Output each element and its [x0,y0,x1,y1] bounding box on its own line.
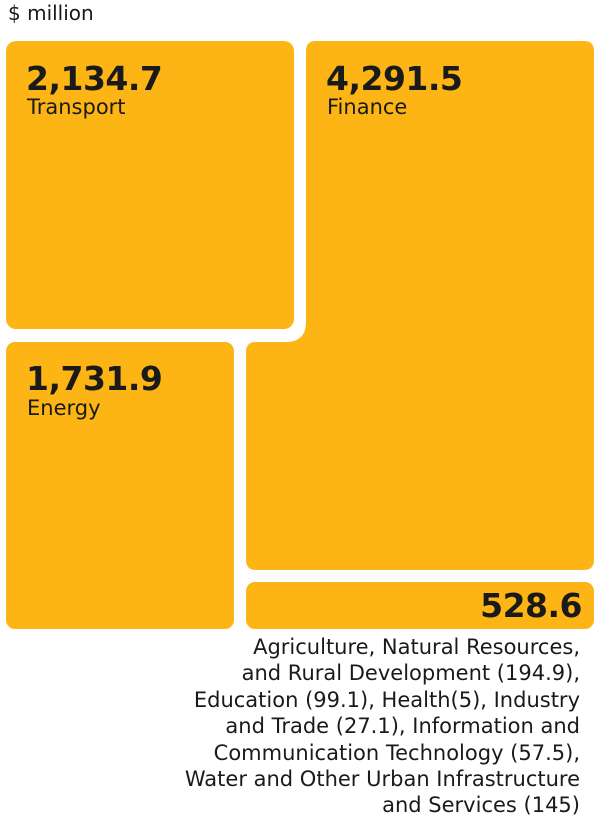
tile-transport [6,41,294,329]
unit-label: $ million [8,1,94,25]
tile-others [246,582,594,629]
others-breakdown-note: Agriculture, Natural Resources, and Rura… [120,634,580,819]
others-note-line: and Trade (27.1), Information and [225,714,580,739]
tile-energy-value: 1,731.9 [26,359,163,398]
tile-others-value: 528.6 [480,586,582,625]
others-note-line: Communication Technology (57.5), [213,740,580,765]
tile-finance-value: 4,291.5 [326,59,463,98]
tile-finance-label: Finance [327,95,408,119]
others-note-line: Water and Other Urban Infrastructure [184,767,580,792]
others-note-line: Education (99.1), Health(5), Industry [193,687,580,712]
tile-energy [6,342,234,629]
tile-transport-value: 2,134.7 [26,59,163,98]
others-note-line: Agriculture, Natural Resources, [253,635,580,659]
others-note-line: and Rural Development (194.9), [241,661,580,686]
tile-transport-label: Transport [27,95,126,119]
tile-energy-label: Energy [27,396,101,420]
others-note-line: and Services (145) [382,793,580,818]
